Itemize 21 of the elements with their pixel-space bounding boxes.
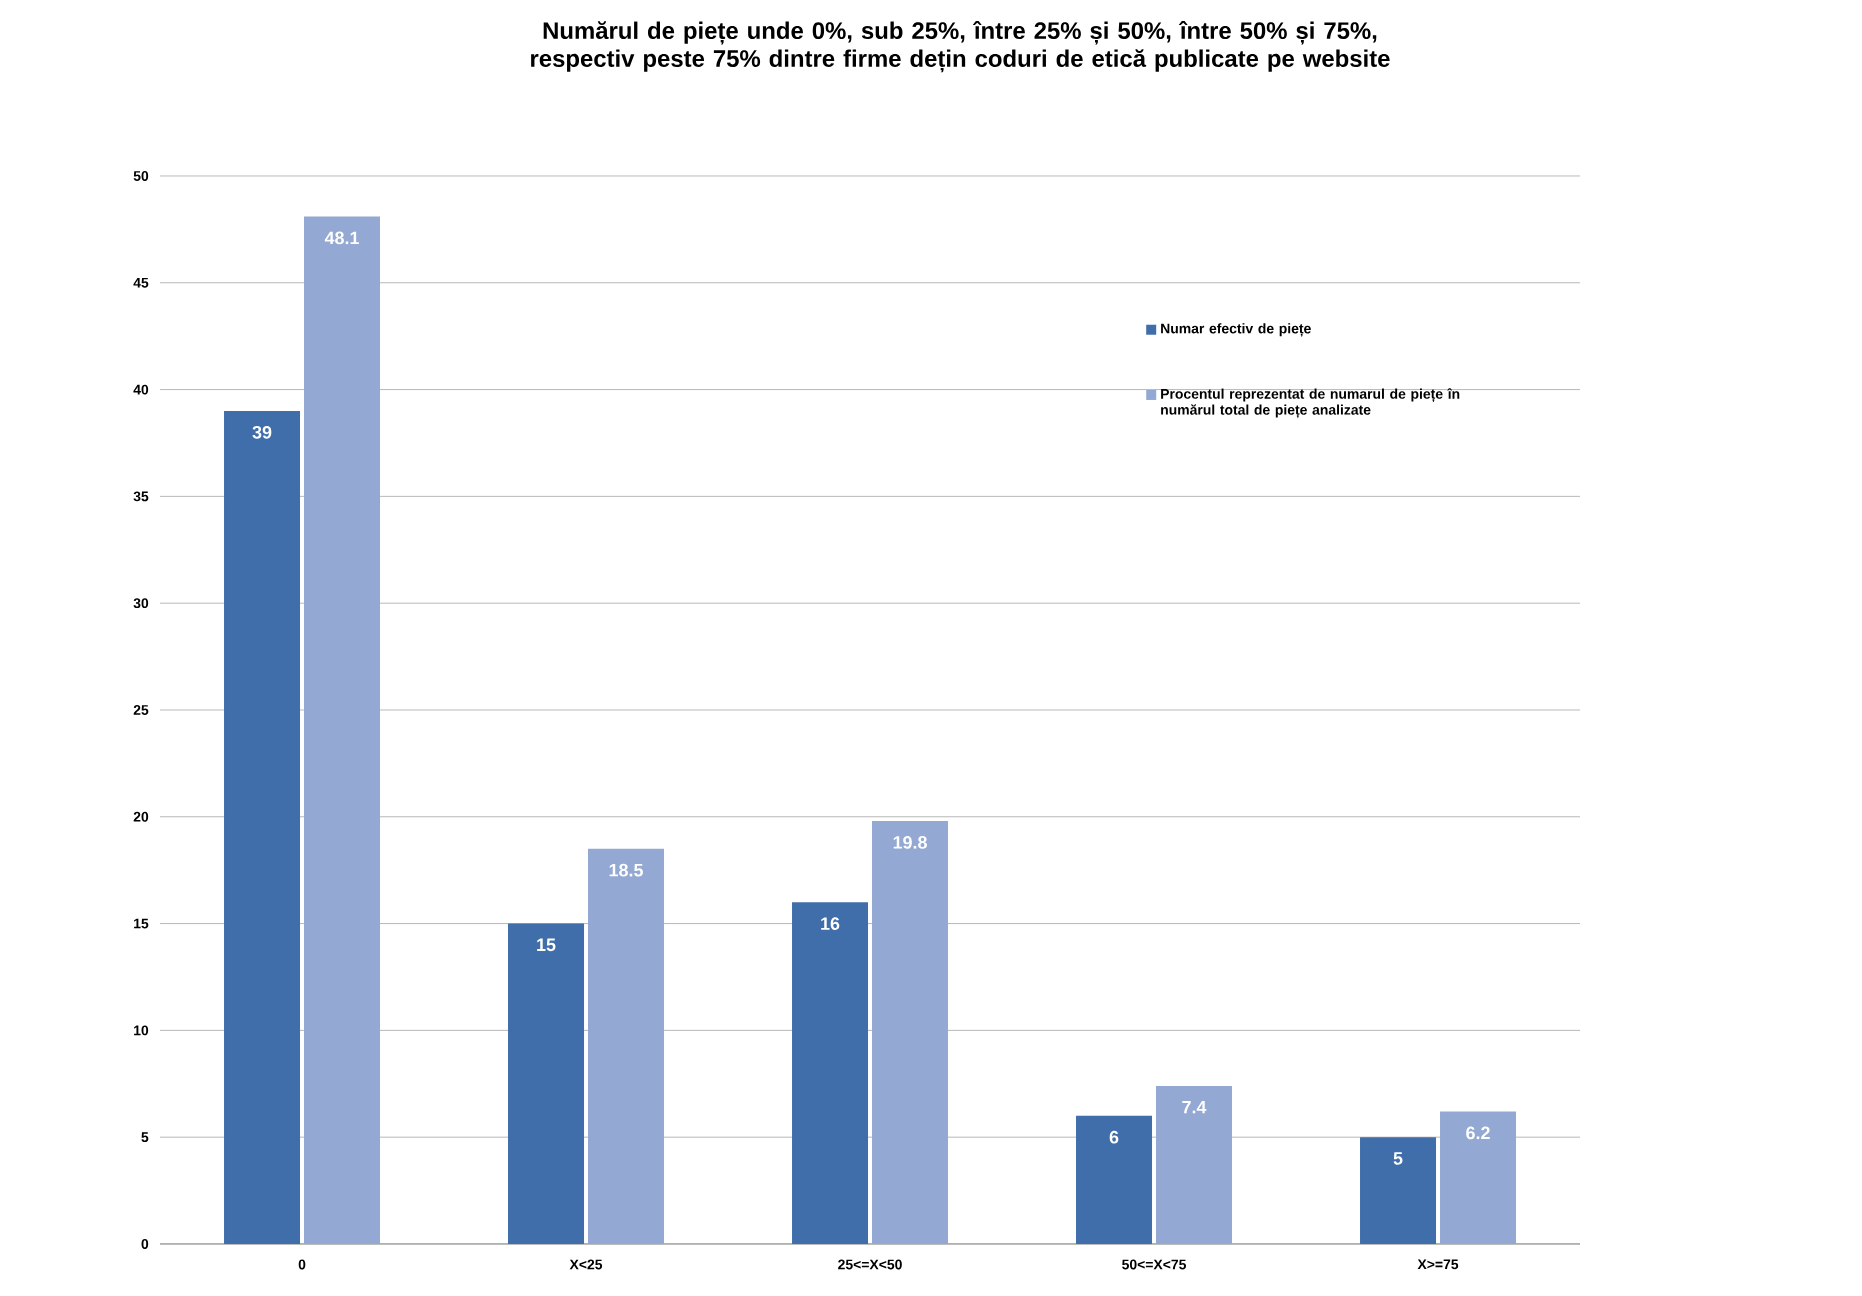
bar	[1440, 1111, 1517, 1244]
data-label: 19.8	[893, 836, 927, 849]
data-label: 39	[252, 425, 272, 439]
data-label: 6	[1109, 1130, 1119, 1144]
bar	[1360, 1137, 1437, 1244]
data-label: 7.4	[1182, 1100, 1207, 1114]
bar	[588, 848, 665, 1244]
bar	[1156, 1085, 1233, 1244]
bar	[872, 821, 949, 1244]
bar	[792, 902, 869, 1244]
data-label: 15	[537, 938, 556, 952]
data-label: 5	[1393, 1152, 1403, 1165]
bar	[304, 216, 381, 1244]
bar	[508, 923, 585, 1244]
bar	[224, 410, 301, 1244]
data-label: 18.5	[609, 863, 643, 877]
chart-title: Numărul de piețe unde 0%, sub 25%, între 25% și 50%, între 50% și 75%, respectiv peste 75% dintre firme dețin coduri de etică publicate pe website	[531, 21, 1390, 73]
data-label: 6.2	[1466, 1126, 1490, 1140]
data-label: 48.1	[324, 231, 359, 245]
data-label: 16	[821, 917, 840, 930]
bar	[1076, 1115, 1153, 1244]
